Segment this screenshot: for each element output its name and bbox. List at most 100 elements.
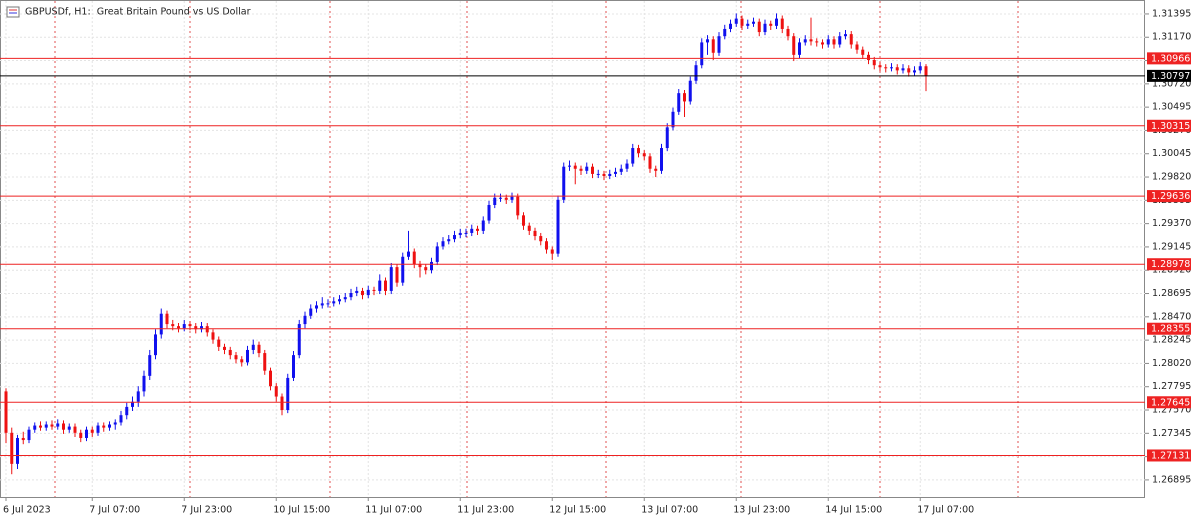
candle-body <box>637 148 640 154</box>
candle-body <box>746 23 750 26</box>
x-tick-label: 6 Jul 2023 <box>3 505 51 516</box>
candle-body <box>228 349 232 356</box>
x-tick-label: 11 Jul 23:00 <box>457 505 514 516</box>
candle-body <box>763 23 767 33</box>
candle-body <box>269 370 272 387</box>
y-tick-label: 1.27795 <box>1152 381 1191 392</box>
y-tick-label: 1.29145 <box>1152 241 1191 252</box>
candle-body <box>878 65 882 68</box>
level-tag <box>1147 69 1191 82</box>
candle-body <box>619 168 623 172</box>
candle-body <box>867 54 870 61</box>
y-tick-label: 1.31170 <box>1152 32 1191 43</box>
candle-body <box>246 349 249 363</box>
level-tag <box>1147 52 1191 65</box>
level-tag-label: 1.30315 <box>1151 121 1190 132</box>
candle-body <box>913 70 916 73</box>
candle-body <box>872 60 876 66</box>
candle-body <box>27 429 31 441</box>
candle-body <box>372 289 376 291</box>
candle-body <box>573 165 577 169</box>
candle-body <box>734 18 738 24</box>
candle-body <box>366 289 370 296</box>
candle-body <box>194 326 198 330</box>
candle-body <box>44 424 48 428</box>
candle-body <box>499 197 502 199</box>
candle-body <box>602 173 606 176</box>
level-tag-label: 1.30966 <box>1151 53 1190 64</box>
candle-body <box>924 66 928 76</box>
candle-body <box>21 437 25 441</box>
level-tag <box>1147 190 1191 203</box>
candle-body <box>579 168 583 171</box>
candle-body <box>171 324 175 327</box>
candle-body <box>56 423 60 427</box>
y-tick-label: 1.26895 <box>1152 474 1191 485</box>
candle-body <box>700 42 704 66</box>
candle-body <box>493 197 497 205</box>
candle-body <box>614 171 617 174</box>
candle-body <box>286 377 290 411</box>
candle-body <box>343 297 347 300</box>
x-tick-label: 17 Jul 07:00 <box>917 505 974 516</box>
candle-body <box>136 391 140 402</box>
candle-body <box>303 315 307 325</box>
y-tick-label: 1.28020 <box>1152 358 1191 369</box>
candle-body <box>608 173 612 176</box>
candle-body <box>309 308 313 316</box>
candle-body <box>723 28 727 37</box>
level-tag <box>1147 119 1191 132</box>
candle-body <box>838 36 842 45</box>
candle-body <box>412 251 416 265</box>
candle-body <box>522 215 525 226</box>
candle-body <box>642 153 646 157</box>
candle-body <box>510 196 514 200</box>
candle-body <box>798 42 801 55</box>
level-tag <box>1147 322 1191 335</box>
candle-body <box>545 241 548 250</box>
candle-body <box>79 432 83 438</box>
level-tag-label: 1.28978 <box>1151 259 1190 270</box>
candles <box>4 13 928 475</box>
y-tick-label: 1.27345 <box>1152 428 1191 439</box>
candle-body <box>527 225 531 231</box>
candle-body <box>660 148 663 171</box>
x-tick-label: 14 Jul 15:00 <box>825 505 882 516</box>
candle-body <box>418 264 422 268</box>
candle-body <box>786 28 790 37</box>
candle-body <box>378 280 382 291</box>
candle-body <box>90 429 94 433</box>
candle-body <box>648 156 652 169</box>
candle-body <box>826 39 830 45</box>
x-tick-label: 7 Jul 07:00 <box>89 505 140 516</box>
candle-body <box>694 65 698 81</box>
y-tick-label: 1.29820 <box>1152 172 1191 183</box>
candle-body <box>815 41 819 43</box>
level-tag-label: 1.30797 <box>1151 71 1190 82</box>
candle-body <box>73 426 77 433</box>
candle-body <box>33 425 37 430</box>
candle-body <box>16 437 19 464</box>
x-tick-label: 7 Jul 23:00 <box>181 505 232 516</box>
level-tag-label: 1.27131 <box>1151 450 1190 461</box>
y-tick-label: 1.31395 <box>1152 8 1191 19</box>
candle-body <box>671 111 675 128</box>
candle-body <box>757 21 761 33</box>
candle-body <box>389 267 393 291</box>
y-tick-label: 1.28245 <box>1152 335 1191 346</box>
candle-body <box>740 18 744 26</box>
candle-body <box>217 339 221 347</box>
candle-body <box>844 34 847 37</box>
candle-body <box>131 401 134 407</box>
candle-body <box>67 426 71 430</box>
level-tag <box>1147 258 1191 271</box>
candle-body <box>177 326 180 329</box>
candle-body <box>62 423 65 430</box>
candle-body <box>292 355 295 378</box>
candle-body <box>654 168 658 171</box>
candle-body <box>113 422 117 425</box>
candle-body <box>821 42 824 45</box>
x-tick-label: 10 Jul 15:00 <box>273 505 330 516</box>
candle-body <box>154 334 157 356</box>
y-tick-label: 1.28695 <box>1152 288 1191 299</box>
